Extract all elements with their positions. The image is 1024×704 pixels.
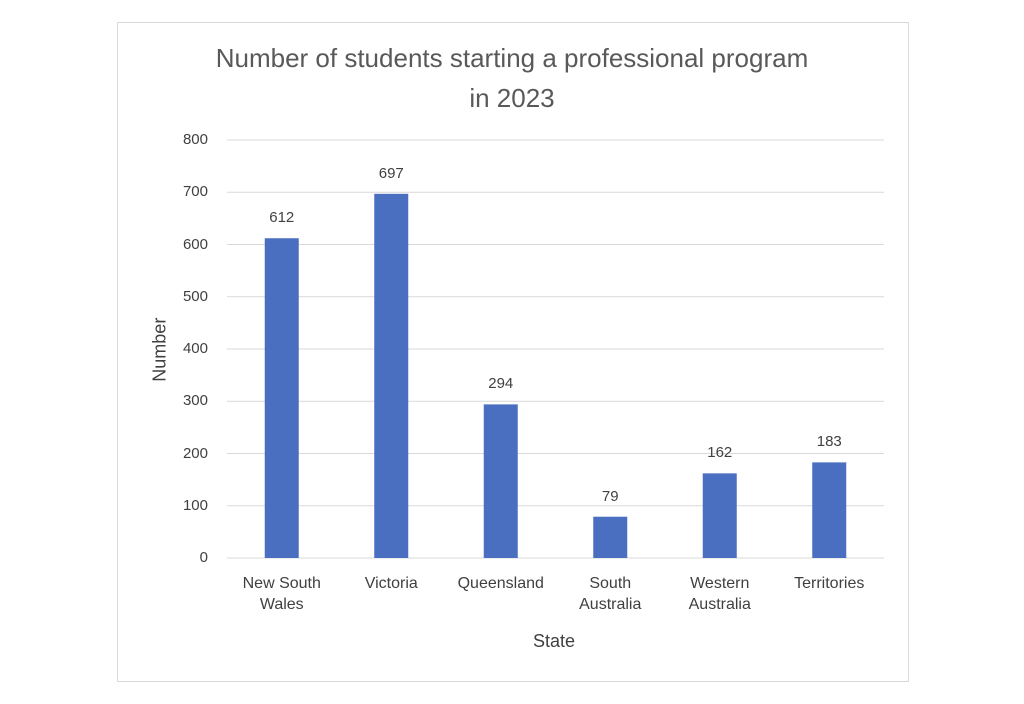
x-axis-label: State — [532, 631, 576, 651]
x-tick-label: Territories — [794, 575, 865, 592]
x-tick-label: Queensland — [457, 575, 544, 592]
data-label: 697 — [378, 164, 404, 182]
bar — [702, 473, 737, 558]
bar — [812, 462, 847, 558]
y-tick-label: 100 — [182, 496, 208, 514]
x-tick-label: New South Wales — [242, 575, 321, 613]
data-label: 79 — [601, 487, 619, 505]
y-tick-label: 400 — [182, 340, 208, 357]
x-tick-label: South Australia — [579, 575, 642, 613]
bar — [264, 238, 299, 559]
y-tick-label: 800 — [182, 131, 208, 148]
y-tick-label: 700 — [182, 183, 208, 201]
y-tick-label: 200 — [182, 444, 208, 462]
data-label: 294 — [488, 375, 514, 393]
chart-title: Number of students starting a profession… — [215, 43, 809, 113]
y-tick-label: 500 — [182, 287, 208, 305]
x-tick-label: Victoria — [364, 575, 418, 592]
y-tick-label: 0 — [199, 549, 208, 566]
y-tick-label: 600 — [182, 235, 208, 253]
x-tick-label: Western Australia — [688, 575, 751, 613]
data-label: 612 — [269, 209, 295, 227]
data-label: 162 — [707, 444, 733, 462]
bar — [374, 193, 409, 558]
y-tick-label: 300 — [182, 392, 208, 410]
bar — [483, 404, 518, 558]
data-label: 183 — [816, 433, 842, 451]
bar — [593, 516, 628, 558]
chart-border — [117, 22, 909, 682]
